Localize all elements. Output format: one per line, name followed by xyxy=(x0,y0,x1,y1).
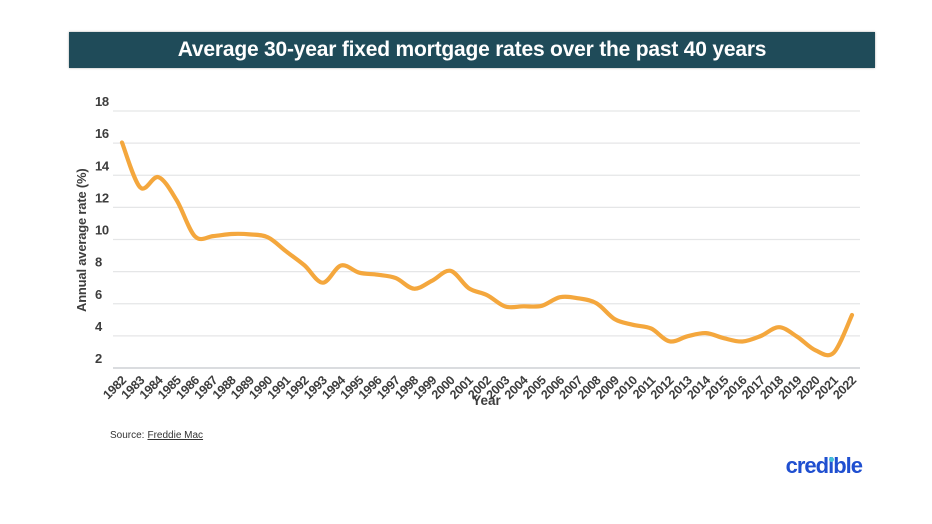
chart-title: Average 30-year fixed mortgage rates ove… xyxy=(177,38,767,61)
source-prefix: Source: xyxy=(110,430,145,441)
source-link[interactable]: Freddie Mac xyxy=(147,430,204,441)
credible-logo-text: credible xyxy=(785,453,863,478)
y-tick-label: 16 xyxy=(95,126,109,141)
x-axis-title: Year xyxy=(472,393,501,408)
y-tick-label: 6 xyxy=(95,287,102,302)
y-tick-label: 2 xyxy=(95,351,102,366)
mortgage-rate-line xyxy=(119,140,855,358)
chart-title-bar: Average 30-year fixed mortgage rates ove… xyxy=(69,32,875,68)
source-attribution: Source: Freddie Mac xyxy=(110,430,203,441)
y-axis-title: Annual average rate (%) xyxy=(74,168,89,312)
credible-logo: credible xyxy=(785,453,863,479)
y-tick-label: 12 xyxy=(95,190,109,205)
y-tick-label: 4 xyxy=(95,319,103,334)
y-tick-label: 18 xyxy=(95,94,109,109)
y-tick-label: 10 xyxy=(95,223,109,238)
y-tick-label: 14 xyxy=(95,158,110,173)
logo-i-dot xyxy=(828,457,834,462)
y-tick-label: 8 xyxy=(95,255,102,270)
